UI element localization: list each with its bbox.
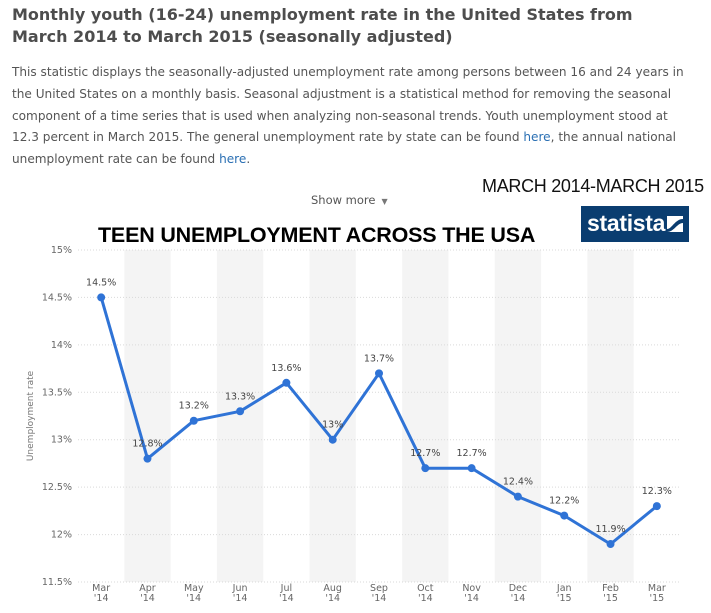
data-label: 12.8% [132,439,162,450]
data-label: 14.5% [86,277,116,288]
y-tick-label: 13.5% [42,387,72,398]
show-more-button[interactable]: Show more ▼ [311,193,388,207]
series-line [99,296,658,546]
data-point[interactable] [652,502,661,511]
data-label: 12.7% [410,448,440,459]
x-tick-label: Dec '14 [509,583,527,604]
description-text-2: , the annual national unemployment rate … [12,130,677,167]
column-band [494,250,542,582]
by-state-link[interactable]: here [523,130,551,145]
y-axis-label: Unemployment rate [26,370,36,461]
data-label: 12.4% [503,477,533,488]
description-text-3: . [246,152,251,167]
x-tick-label: Nov '14 [462,583,481,604]
data-point[interactable] [375,369,383,378]
data-label: 11.9% [595,524,625,535]
data-point[interactable] [236,407,245,416]
data-point[interactable] [282,378,291,387]
period-overlay-text: MARCH 2014-MARCH 2015 [482,176,704,196]
y-axis-ticks: 15% 14.5% 14% 13.5% 13% 12.5% 12% 11.5% [42,245,72,588]
grid-lines [78,249,680,583]
page-title: Monthly youth (16-24) unemployment rate … [12,5,633,46]
x-tick-label: Jun '14 [232,583,248,604]
column-band [124,250,171,582]
data-point[interactable] [328,435,337,444]
data-label: 13.2% [179,401,209,412]
data-labels: 14.5% 12.8% 13.2% 13.3% 13.6% 13% 13.7% 12.7% 12… [86,277,672,535]
statista-wave-icon [667,216,683,232]
y-tick-label: 14% [51,340,72,351]
statista-logo: statista [581,206,689,242]
x-tick-label: Sep '14 [370,583,388,604]
x-tick-label: Jan '15 [556,583,572,604]
data-point[interactable] [189,416,198,425]
data-point[interactable] [606,540,615,549]
y-tick-label: 12% [51,530,72,541]
y-tick-label: 14.5% [42,292,72,303]
data-point[interactable] [97,293,106,302]
data-label: 13.3% [225,391,255,402]
column-band [216,250,264,582]
data-label: 12.7% [457,448,487,459]
x-tick-label: Jul '14 [279,583,294,604]
data-label: 13.7% [364,353,394,364]
data-point[interactable] [513,492,522,501]
y-tick-label: 11.5% [42,577,72,588]
description-text-1: This statistic displays the seasonally-a… [12,65,684,145]
x-tick-label: Feb '15 [602,583,619,604]
statistic-description: This statistic displays the seasonally-a… [12,62,697,171]
x-axis-ticks: Mar '14 Apr '14 May '14 Jun '14 Jul '14 Aug '14 Sep '… [92,583,666,604]
headline-overlay-text: TEEN UNEMPLOYMENT ACROSS THE USA [98,223,536,247]
data-point[interactable] [467,464,476,473]
data-point[interactable] [560,511,569,520]
chevron-down-icon: ▼ [381,197,388,206]
column-band [402,250,449,582]
column-band [587,250,634,582]
data-label: 13% [322,420,343,431]
x-tick-label: Aug '14 [323,583,342,604]
show-more-label: Show more [311,193,376,207]
data-label: 12.3% [642,486,672,497]
x-tick-label: Mar '15 [648,583,666,604]
statista-logo-text: statista [587,210,666,236]
x-tick-label: Apr '14 [139,583,156,604]
data-point[interactable] [143,454,152,463]
x-tick-label: Mar '14 [92,583,110,604]
data-point[interactable] [421,464,430,473]
column-bands [124,250,634,582]
y-tick-label: 12.5% [42,482,72,493]
national-rate-link[interactable]: here [219,152,247,167]
data-label: 12.2% [549,496,579,507]
data-points [97,293,661,549]
data-label: 13.6% [271,363,301,374]
x-tick-label: May '14 [184,583,204,604]
x-tick-label: Oct '14 [417,583,434,604]
y-tick-label: 13% [51,435,72,446]
y-tick-label: 15% [51,245,72,256]
